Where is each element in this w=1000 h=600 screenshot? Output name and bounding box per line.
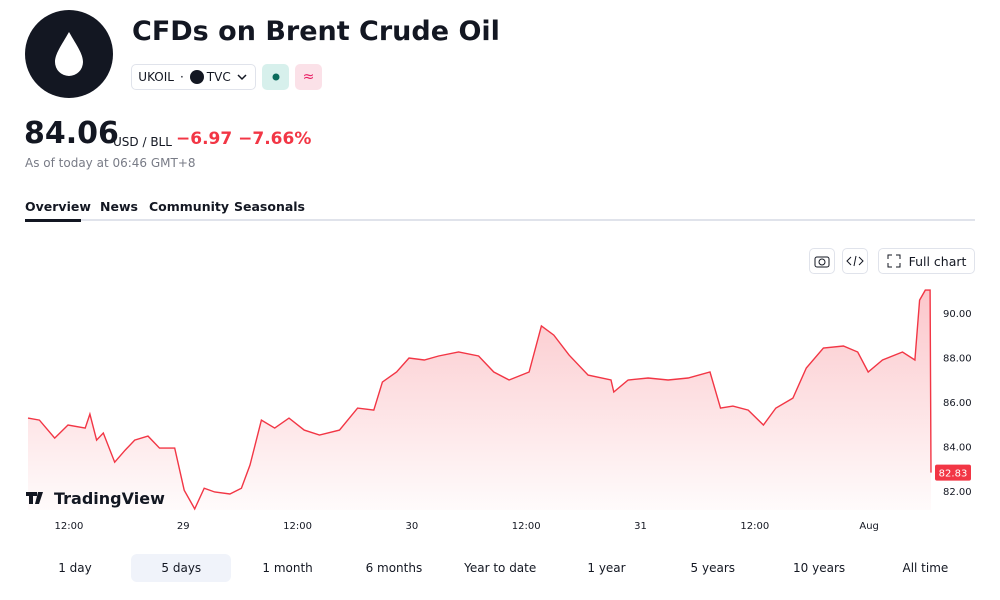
range-button[interactable]: 5 days (131, 554, 232, 582)
tab-divider (25, 219, 975, 221)
change-value: −6.97 (176, 129, 233, 149)
range-button[interactable]: All time (902, 561, 949, 575)
x-tick-label: 12:00 (283, 521, 312, 532)
range-button[interactable]: 10 years (793, 561, 846, 575)
range-button[interactable]: 1 year (587, 561, 626, 575)
last-price-box (935, 464, 971, 481)
unit: USD / BLL (113, 135, 172, 149)
embed-button[interactable] (842, 248, 868, 274)
range-button[interactable]: Year to date (464, 561, 537, 575)
chevron (237, 74, 247, 81)
full-chart-button[interactable]: Full chart (878, 248, 975, 274)
x-tick-label: Aug (859, 521, 879, 532)
exchange-icon (189, 70, 204, 84)
full-chart-label: Full chart (908, 253, 967, 269)
tab[interactable]: Community (149, 199, 230, 214)
price: 84.06 (24, 116, 119, 151)
x-tick-label: 30 (406, 521, 419, 532)
x-tick-label: 31 (634, 521, 647, 532)
change: −6.97 −7.66% (176, 129, 311, 149)
y-tick-label: 90.00 (943, 309, 972, 320)
line (27, 289, 932, 511)
range-button[interactable]: 5 years (690, 561, 736, 575)
watermark-text: TradingView (54, 489, 165, 508)
chart: 82.00 84.00 86.00 88.00 90.00 12:00 29 12:00 30 1… (26, 289, 972, 532)
x-tick-label: 12:00 (512, 521, 541, 532)
tab[interactable]: Seasonals (234, 199, 306, 214)
market-status[interactable] (262, 64, 289, 90)
range-button[interactable]: 1 month (262, 561, 313, 575)
y-tick-label: 82.00 (943, 487, 972, 498)
x-tick-label: 12:00 (740, 521, 769, 532)
y-tick-label: 86.00 (943, 398, 972, 409)
tab[interactable]: News (100, 199, 138, 214)
change-percent: −7.66% (238, 129, 312, 149)
x-tick-label: 29 (177, 521, 190, 532)
screenshot-button[interactable] (809, 248, 835, 274)
timestamp: As of today at 06:46 GMT+8 (25, 156, 196, 170)
range-button[interactable]: 1 day (58, 561, 92, 575)
tab[interactable]: Overview (25, 199, 91, 214)
y-tick-label: 84.00 (943, 443, 972, 454)
symbol-logo (25, 10, 113, 98)
watermark: TradingView (26, 489, 165, 508)
cfd-badge[interactable]: ≈ (295, 64, 322, 90)
y-tick-label: 88.00 (943, 354, 972, 365)
exchange: TVC (206, 70, 231, 84)
tab-indicator (25, 219, 81, 222)
x-tick-label: 12:00 (55, 521, 84, 532)
range-button[interactable]: 6 months (365, 561, 423, 575)
symbol: UKOIL (138, 70, 174, 84)
area (28, 290, 931, 510)
last-price-label: 82.83 (939, 469, 968, 480)
symbol-selector[interactable]: UKOIL · TVC (131, 64, 256, 90)
title: CFDs on Brent Crude Oil (132, 16, 500, 47)
